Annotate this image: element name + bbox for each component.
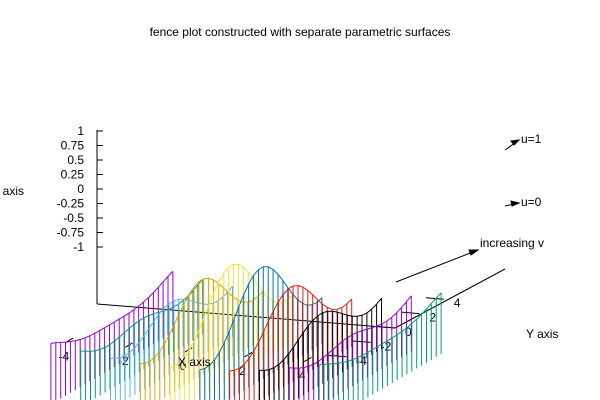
fence-10 xyxy=(318,292,442,400)
z-tick-label: -1 xyxy=(73,240,84,254)
y-axis-label: Y axis xyxy=(526,327,558,341)
u-bottom-arrowhead xyxy=(510,200,521,207)
fence-curve xyxy=(140,277,263,365)
z-tick-label: 1 xyxy=(77,124,84,138)
chart-title: fence plot constructed with separate par… xyxy=(150,25,451,39)
fence-curve xyxy=(80,278,204,352)
y-tick-label: 0 xyxy=(405,325,412,339)
z-tick-label: 0 xyxy=(77,182,84,196)
y-tick-label: 2 xyxy=(429,311,436,325)
z-tick-label: -0.25 xyxy=(57,197,85,211)
y-tick-label: 4 xyxy=(454,296,461,310)
fence-curve xyxy=(169,263,293,368)
z-axis-label: Z axis xyxy=(0,184,24,198)
x-axis-label: X axis xyxy=(178,355,211,369)
y-tick xyxy=(377,326,396,329)
x-tick-label: -2 xyxy=(118,354,129,368)
x-tick-label: 2 xyxy=(239,364,246,378)
fence-curve xyxy=(229,284,353,372)
fence-curve xyxy=(50,270,174,344)
fence-curve xyxy=(110,285,233,359)
y-tick-label: -2 xyxy=(381,339,392,353)
x-tick-label: -4 xyxy=(58,349,69,363)
z-tick-label: 0.75 xyxy=(61,139,85,153)
u-top-arrowhead xyxy=(510,139,521,146)
increasing-v-label: increasing v xyxy=(480,236,544,250)
y-axis-line xyxy=(394,268,506,329)
y-tick xyxy=(401,311,420,315)
u-bottom-label: u=0 xyxy=(521,195,542,209)
x-axis-line xyxy=(96,303,396,329)
annotation-arrows xyxy=(395,139,521,283)
x-tick-label: 0 xyxy=(180,359,187,373)
x-tick-label: 4 xyxy=(299,369,306,383)
fence-curve xyxy=(319,292,442,366)
fence-curve xyxy=(259,297,382,371)
increasing-v-arrow xyxy=(395,249,479,283)
z-tick-label: 0.25 xyxy=(61,168,85,182)
u-top-label: u=1 xyxy=(521,132,542,146)
z-ticks: 10.750.50.250-0.25-0.5-0.75-1 xyxy=(57,124,103,254)
fence-curve xyxy=(199,266,323,371)
z-tick-label: -0.75 xyxy=(57,226,85,240)
axes-box xyxy=(96,130,506,329)
increasing-v-arrowhead xyxy=(468,249,480,256)
z-tick-label: 0.5 xyxy=(67,153,84,167)
fence-curve xyxy=(289,295,412,369)
z-tick-label: -0.5 xyxy=(63,211,84,225)
fence-series xyxy=(50,263,442,400)
